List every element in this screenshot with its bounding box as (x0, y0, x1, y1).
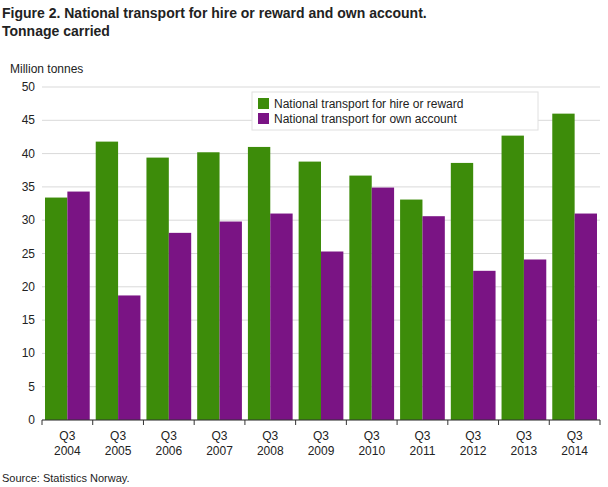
bar (67, 192, 89, 420)
x-tick-label-line: 2012 (460, 444, 487, 458)
x-tick-label-line: Q3 (516, 429, 532, 443)
x-tick-label: Q32013 (511, 429, 538, 458)
x-tick (498, 420, 499, 425)
x-tick-label: Q32004 (54, 429, 81, 458)
x-tick-label-line: Q3 (414, 429, 430, 443)
x-tick-label: Q32011 (410, 429, 436, 458)
x-tick (397, 420, 398, 425)
x-tick (600, 420, 601, 425)
legend-box (252, 92, 538, 130)
x-tick-label-line: 2007 (206, 444, 233, 458)
bar (502, 136, 524, 420)
chart: Figure 2. National transport for hire or… (0, 0, 608, 487)
bar (118, 295, 140, 420)
legend-swatch (258, 113, 269, 124)
bar (248, 147, 270, 420)
bar (552, 114, 574, 420)
x-tick-label: Q32014 (561, 429, 588, 458)
bar (197, 152, 219, 420)
y-tick-label: 45 (22, 113, 36, 127)
x-tick-label-line: 2009 (308, 444, 335, 458)
bar (169, 233, 191, 420)
bar (372, 188, 394, 420)
x-tick-label: Q32009 (308, 429, 335, 458)
y-axis-label: Million tonnes (10, 62, 83, 76)
x-tick-label-line: 2004 (54, 444, 81, 458)
x-tick-label-line: Q3 (313, 429, 329, 443)
x-tick (92, 420, 93, 425)
y-tick-label: 25 (22, 247, 36, 261)
x-tick-label: Q32006 (155, 429, 182, 458)
x-tick (447, 420, 448, 425)
y-tick-label: 10 (22, 346, 36, 360)
x-tick (143, 420, 144, 425)
bar (96, 142, 118, 420)
title: Figure 2. National transport for hire or… (2, 5, 427, 21)
x-tick-label: Q32010 (358, 429, 385, 458)
y-tick-label: 30 (22, 213, 36, 227)
bar (400, 200, 422, 420)
bars (45, 114, 597, 420)
legend-swatch (258, 98, 269, 109)
x-tick (295, 420, 296, 425)
grid-line (42, 87, 600, 88)
x-tick-label-line: Q3 (567, 429, 583, 443)
y-tick-label: 50 (22, 80, 36, 94)
x-tick-label-line: Q3 (465, 429, 481, 443)
bar (220, 222, 242, 420)
x-tick-label-line: 2011 (410, 444, 436, 458)
x-tick-label-line: 2006 (155, 444, 182, 458)
y-tick-label: 5 (28, 380, 35, 394)
x-tick-label: Q32007 (206, 429, 233, 458)
y-tick-label: 40 (22, 147, 36, 161)
bar (451, 163, 473, 420)
y-tick-label: 15 (22, 313, 36, 327)
x-tick (42, 420, 43, 425)
x-tick-label-line: 2014 (561, 444, 588, 458)
x-tick (549, 420, 550, 425)
x-tick (244, 420, 245, 425)
legend-label: National transport for hire or reward (274, 97, 463, 111)
x-tick-label-line: 2010 (358, 444, 385, 458)
x-tick-label-line: Q3 (59, 429, 75, 443)
x-tick-label: Q32005 (105, 429, 132, 458)
bar (299, 162, 321, 420)
x-tick-label-line: Q3 (364, 429, 380, 443)
x-tick-label-line: Q3 (212, 429, 228, 443)
y-tick-label: 20 (22, 280, 36, 294)
x-tick-label: Q32008 (257, 429, 284, 458)
x-tick-label: Q32012 (460, 429, 487, 458)
x-tick-label-line: Q3 (110, 429, 126, 443)
y-tick-label: 35 (22, 180, 36, 194)
y-tick-label: 0 (28, 413, 35, 427)
subtitle: Tonnage carried (2, 23, 110, 39)
bar (575, 214, 597, 420)
source-note: Source: Statistics Norway. (2, 472, 130, 484)
bar (473, 271, 495, 420)
bar (422, 216, 444, 420)
bar (349, 176, 371, 420)
legend: National transport for hire or rewardNat… (252, 92, 538, 130)
grid-line (42, 420, 600, 421)
x-tick-label-line: Q3 (161, 429, 177, 443)
x-tick-label-line: 2013 (511, 444, 538, 458)
x-tick (194, 420, 195, 425)
bar (321, 252, 343, 420)
bar (524, 259, 546, 420)
bar (270, 214, 292, 420)
x-tick-label-line: 2005 (105, 444, 132, 458)
bar (146, 158, 168, 420)
x-tick (346, 420, 347, 425)
bar (45, 198, 67, 420)
x-tick-label-line: 2008 (257, 444, 284, 458)
x-tick-label-line: Q3 (262, 429, 278, 443)
legend-label: National transport for own account (274, 112, 457, 126)
x-axis-line (42, 420, 600, 421)
